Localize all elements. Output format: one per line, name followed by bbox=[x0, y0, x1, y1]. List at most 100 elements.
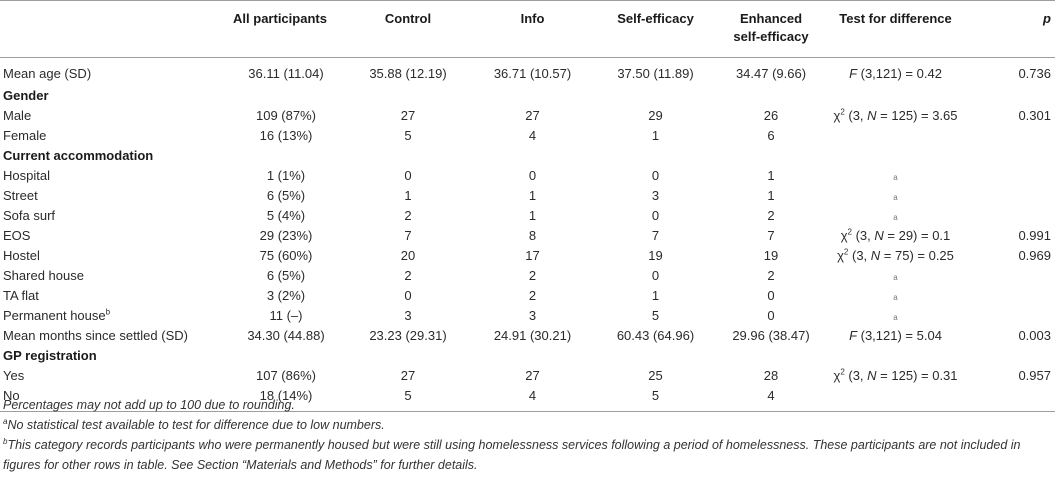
footnote-rounding: Percentages may not add up to 100 due to… bbox=[3, 398, 295, 412]
row-label: Male bbox=[3, 107, 32, 123]
table-row: Yes 107 (86%) 27 27 25 28 χ2 (3, N = 125… bbox=[0, 366, 1055, 386]
cell-p: 0.957 bbox=[1018, 367, 1051, 383]
table-row: EOS 29 (23%) 7 8 7 7 χ2 (3, N = 29) = 0.… bbox=[0, 226, 1055, 246]
cell-test: F (3,121) = 5.04 bbox=[826, 326, 965, 346]
cell-test: a bbox=[826, 306, 965, 326]
cell-self-efficacy: 60.43 (64.96) bbox=[616, 327, 695, 343]
cell-all: 6 (5%) bbox=[266, 267, 306, 283]
cell-info: 24.91 (30.21) bbox=[493, 327, 572, 343]
footnote-a: aNo statistical test available to test f… bbox=[3, 415, 1048, 435]
cell-all: 6 (5%) bbox=[266, 187, 306, 203]
cell-test bbox=[826, 126, 965, 146]
cell-all: 29 (23%) bbox=[259, 227, 313, 243]
row-label: Female bbox=[3, 127, 47, 143]
cell-enhanced: 29.96 (38.47) bbox=[732, 327, 810, 343]
cell-all: 5 (4%) bbox=[266, 207, 306, 223]
section-row: Current accommodation bbox=[0, 146, 1055, 166]
cell-all: 11 (–) bbox=[269, 307, 303, 323]
cell-info: 17 bbox=[525, 247, 540, 263]
section-row: Gender bbox=[0, 86, 1055, 106]
cell-self-efficacy: 37.50 (11.89) bbox=[617, 66, 694, 81]
cell-p: 0.003 bbox=[1018, 327, 1051, 343]
section-accommodation: Current accommodation bbox=[3, 147, 154, 163]
test-chi: χ bbox=[833, 367, 841, 383]
cell-all: 107 (86%) bbox=[256, 367, 316, 383]
cell-p: 0.969 bbox=[1018, 247, 1051, 263]
row-label: TA flat bbox=[3, 287, 39, 303]
table-row: Female 16 (13%) 5 4 1 6 bbox=[0, 126, 1055, 146]
test-note: a bbox=[893, 272, 898, 282]
cell-control: 1 bbox=[404, 187, 412, 203]
row-label: Shared house bbox=[3, 267, 84, 283]
cell-all: 34.30 (44.88) bbox=[247, 327, 325, 343]
cell-enhanced: 6 bbox=[767, 127, 775, 143]
test-note: a bbox=[893, 312, 898, 322]
table-row: Shared house 6 (5%) 2 2 0 2 a bbox=[0, 266, 1055, 286]
cell-p bbox=[965, 166, 1055, 186]
cell-all: 18 (14%) bbox=[259, 387, 313, 403]
header-all-participants: All participants bbox=[233, 11, 327, 26]
row-label-text: Permanent house bbox=[3, 307, 106, 323]
cell-p bbox=[965, 266, 1055, 286]
row-label: Permanent houseb bbox=[0, 306, 214, 326]
cell-enhanced: 0 bbox=[767, 287, 775, 303]
cell-enhanced: 28 bbox=[763, 367, 779, 383]
test-chi: χ bbox=[833, 107, 841, 123]
cell-info: 4 bbox=[528, 127, 537, 143]
cell-self-efficacy: 0 bbox=[651, 167, 660, 183]
table-row: Mean age (SD) 36.11 (11.04) 35.88 (12.19… bbox=[0, 58, 1055, 86]
cell-p: 0.736 bbox=[1018, 66, 1051, 81]
cell-control: 0 bbox=[404, 167, 412, 183]
cell-test: χ2 (3, N = 125) = 0.31 bbox=[826, 366, 965, 386]
header-control: Control bbox=[384, 11, 432, 26]
cell-self-efficacy: 1 bbox=[651, 287, 660, 303]
header-enhanced-line1: Enhanced bbox=[739, 11, 803, 26]
test-note: a bbox=[893, 172, 898, 182]
cell-info: 3 bbox=[528, 307, 537, 323]
test-sup: 2 bbox=[843, 247, 849, 257]
cell-p: 0.991 bbox=[1018, 227, 1051, 243]
cell-test: F (3,121) = 0.42 bbox=[826, 58, 965, 86]
footnote-b-marker: b bbox=[105, 307, 111, 317]
table-row: Male 109 (87%) 27 27 29 26 χ2 (3, N = 12… bbox=[0, 106, 1055, 126]
cell-info: 2 bbox=[528, 287, 537, 303]
test-note: a bbox=[893, 192, 898, 202]
cell-all: 36.11 (11.04) bbox=[248, 66, 324, 81]
header-row: All participants Control Info Self-effic… bbox=[0, 0, 1055, 58]
footnote-a-mark: a bbox=[3, 416, 8, 426]
footnote-b-mark: b bbox=[3, 436, 8, 446]
cell-info: 1 bbox=[528, 187, 537, 203]
test-sup: 2 bbox=[840, 367, 845, 377]
row-label: Sofa surf bbox=[3, 207, 56, 223]
row-label: Mean months since settled (SD) bbox=[3, 327, 188, 343]
cell-enhanced: 0 bbox=[767, 307, 775, 323]
cell-control: 5 bbox=[404, 127, 412, 143]
header-self-efficacy: Self-efficacy bbox=[617, 11, 694, 26]
cell-test: χ2 (3, N = 29) = 0.1 bbox=[826, 226, 965, 246]
test-post: = 29) = 0.1 bbox=[883, 227, 951, 243]
cell-p bbox=[965, 286, 1055, 306]
cell-control: 3 bbox=[404, 307, 412, 323]
table-row: Hostel 75 (60%) 20 17 19 19 χ2 (3, N = 7… bbox=[0, 246, 1055, 266]
cell-test: a bbox=[826, 266, 965, 286]
test-mid: (3, bbox=[848, 247, 871, 263]
table-row: Sofa surf 5 (4%) 2 1 0 2 a bbox=[0, 206, 1055, 226]
header-test-for-difference: Test for difference bbox=[839, 11, 952, 26]
cell-info: 27 bbox=[525, 107, 540, 123]
cell-control: 27 bbox=[400, 107, 416, 123]
test-stat: F bbox=[849, 327, 858, 343]
test-mid: (3, bbox=[844, 367, 868, 383]
row-label: No bbox=[3, 387, 20, 403]
test-chi: χ bbox=[837, 247, 844, 263]
cell-enhanced: 2 bbox=[767, 207, 775, 223]
test-note: a bbox=[893, 292, 898, 302]
cell-info: 0 bbox=[528, 167, 537, 183]
cell-control: 23.23 (29.31) bbox=[369, 327, 447, 343]
section-gp-registration: GP registration bbox=[3, 347, 97, 363]
footnote-b-text: This category records participants who w… bbox=[3, 438, 1021, 472]
cell-info: 4 bbox=[528, 387, 537, 403]
table-row: Permanent houseb 11 (–) 3 3 5 0 a bbox=[0, 306, 1055, 326]
test-n: N bbox=[867, 367, 877, 383]
cell-control: 0 bbox=[404, 287, 412, 303]
cell-self-efficacy: 5 bbox=[651, 307, 660, 323]
